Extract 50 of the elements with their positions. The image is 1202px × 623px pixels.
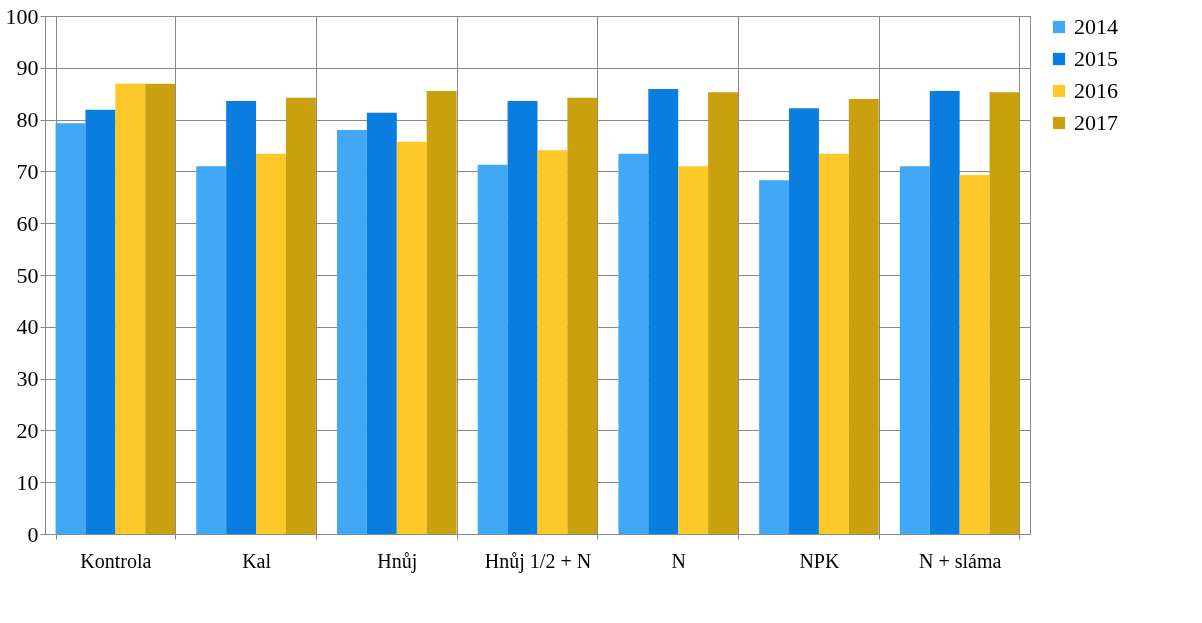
y-tick-label: 100 [5,3,39,29]
y-tick-label: 80 [16,107,39,133]
bar [285,97,316,534]
x-tick-label: N + sláma [918,549,1002,572]
legend-label: 2017 [1074,110,1118,135]
bar [929,91,960,534]
bar [55,123,86,534]
bar [989,92,1020,534]
legend-label: 2016 [1074,78,1118,103]
bar [708,92,739,534]
y-tick-label: 70 [16,158,39,184]
bar [959,175,990,534]
y-tick-label: 0 [27,521,39,547]
bar [336,129,367,534]
y-tick-label: 50 [16,262,39,288]
bar [366,112,397,534]
legend-label: 2014 [1074,14,1118,39]
y-tick-label: 20 [16,417,39,443]
bar [85,109,116,534]
x-tick-label: Hnůj 1/2 + N [484,549,592,573]
bar [115,83,146,534]
y-tick-label: 30 [16,366,39,392]
bar [567,97,598,534]
y-tick-label: 40 [16,314,39,340]
bar [618,153,649,534]
bar [818,153,849,534]
bar [759,180,790,534]
bar [196,166,227,534]
x-tick-label: Kal [242,549,272,572]
x-tick-label: NPK [799,549,840,572]
bar [899,166,930,534]
bar [507,100,538,534]
bar [396,141,427,534]
bar [145,83,176,534]
legend-label: 2015 [1074,46,1118,71]
bar [848,98,879,534]
y-tick-label: 90 [16,55,39,81]
bar [789,108,819,534]
bar [678,166,709,534]
bar [256,153,286,534]
x-tick-label: N [671,549,686,572]
bar [226,100,257,534]
bar [477,164,508,534]
x-tick-label: Hnůj [377,549,418,573]
bar [537,150,568,534]
x-tick-label: Kontrola [80,549,152,572]
bar [648,89,679,534]
y-tick-label: 60 [16,210,39,236]
bar [426,91,457,534]
y-tick-label: 10 [16,469,39,495]
